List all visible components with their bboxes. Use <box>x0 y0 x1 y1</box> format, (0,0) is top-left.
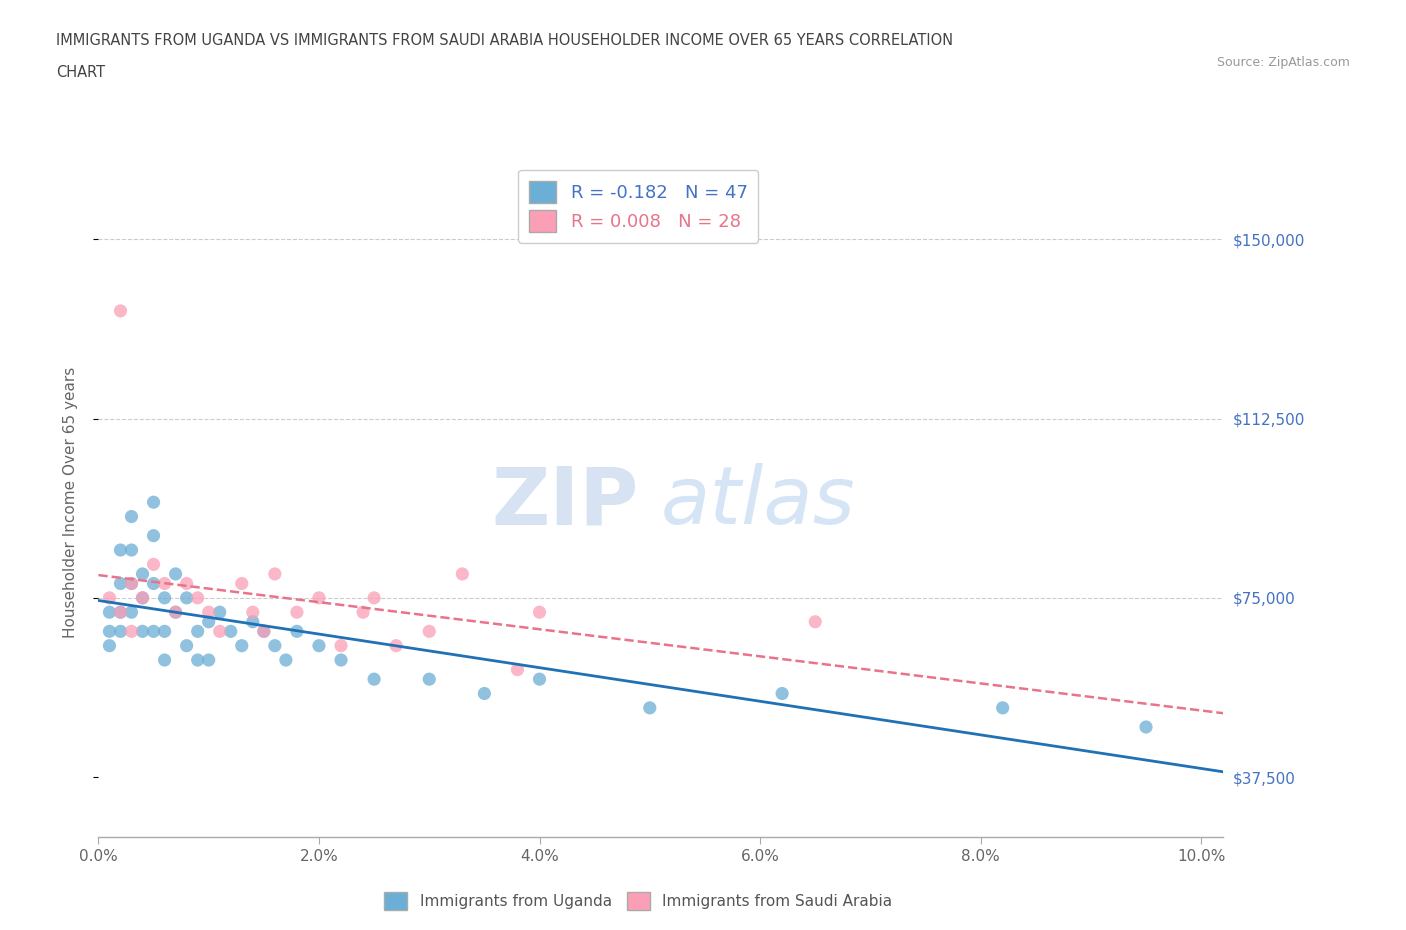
Point <box>131 591 153 605</box>
Point <box>197 604 219 619</box>
Point <box>263 638 285 653</box>
Point <box>418 624 440 639</box>
Point <box>385 638 408 653</box>
Point <box>121 576 143 591</box>
Point <box>165 566 187 581</box>
Point <box>98 591 121 605</box>
Point <box>187 591 209 605</box>
Point <box>176 576 198 591</box>
Point <box>529 671 551 686</box>
Point <box>1135 720 1157 735</box>
Point <box>197 615 219 630</box>
Point <box>153 591 176 605</box>
Point <box>253 624 276 639</box>
Point <box>263 566 285 581</box>
Point <box>330 653 353 668</box>
Point <box>142 624 165 639</box>
Text: CHART: CHART <box>56 65 105 80</box>
Point <box>242 615 264 630</box>
Point <box>98 604 121 619</box>
Point <box>176 638 198 653</box>
Text: Source: ZipAtlas.com: Source: ZipAtlas.com <box>1216 56 1350 69</box>
Text: IMMIGRANTS FROM UGANDA VS IMMIGRANTS FROM SAUDI ARABIA HOUSEHOLDER INCOME OVER 6: IMMIGRANTS FROM UGANDA VS IMMIGRANTS FRO… <box>56 33 953 47</box>
Point <box>219 624 242 639</box>
Point <box>770 686 793 701</box>
Point <box>165 604 187 619</box>
Point <box>208 604 231 619</box>
Point <box>418 671 440 686</box>
Point <box>121 542 143 557</box>
Point <box>231 576 253 591</box>
Point <box>176 591 198 605</box>
Point <box>253 624 276 639</box>
Y-axis label: Householder Income Over 65 years: Householder Income Over 65 years <box>63 366 77 638</box>
Point <box>231 638 253 653</box>
Point <box>474 686 496 701</box>
Point <box>451 566 474 581</box>
Point <box>110 604 132 619</box>
Point <box>153 624 176 639</box>
Point <box>285 604 308 619</box>
Point <box>121 509 143 524</box>
Point <box>110 542 132 557</box>
Point <box>121 576 143 591</box>
Point <box>131 591 153 605</box>
Point <box>208 624 231 639</box>
Legend: Immigrants from Uganda, Immigrants from Saudi Arabia: Immigrants from Uganda, Immigrants from … <box>378 885 898 916</box>
Point <box>131 624 153 639</box>
Point <box>804 615 827 630</box>
Point <box>98 638 121 653</box>
Point <box>991 700 1014 715</box>
Point <box>187 624 209 639</box>
Point <box>274 653 297 668</box>
Text: atlas: atlas <box>661 463 856 541</box>
Point <box>110 624 132 639</box>
Point <box>142 528 165 543</box>
Point <box>98 624 121 639</box>
Point <box>363 591 385 605</box>
Point <box>638 700 661 715</box>
Point <box>153 576 176 591</box>
Point <box>197 653 219 668</box>
Point <box>529 604 551 619</box>
Point <box>110 303 132 318</box>
Point <box>121 604 143 619</box>
Point <box>142 576 165 591</box>
Point <box>308 638 330 653</box>
Point <box>110 604 132 619</box>
Point <box>506 662 529 677</box>
Point <box>142 495 165 510</box>
Point <box>153 653 176 668</box>
Text: ZIP: ZIP <box>491 463 638 541</box>
Point <box>110 576 132 591</box>
Point <box>352 604 374 619</box>
Point <box>330 638 353 653</box>
Point <box>165 604 187 619</box>
Point <box>242 604 264 619</box>
Point <box>131 566 153 581</box>
Point <box>363 671 385 686</box>
Point <box>308 591 330 605</box>
Point <box>142 557 165 572</box>
Point <box>285 624 308 639</box>
Point <box>121 624 143 639</box>
Point <box>187 653 209 668</box>
